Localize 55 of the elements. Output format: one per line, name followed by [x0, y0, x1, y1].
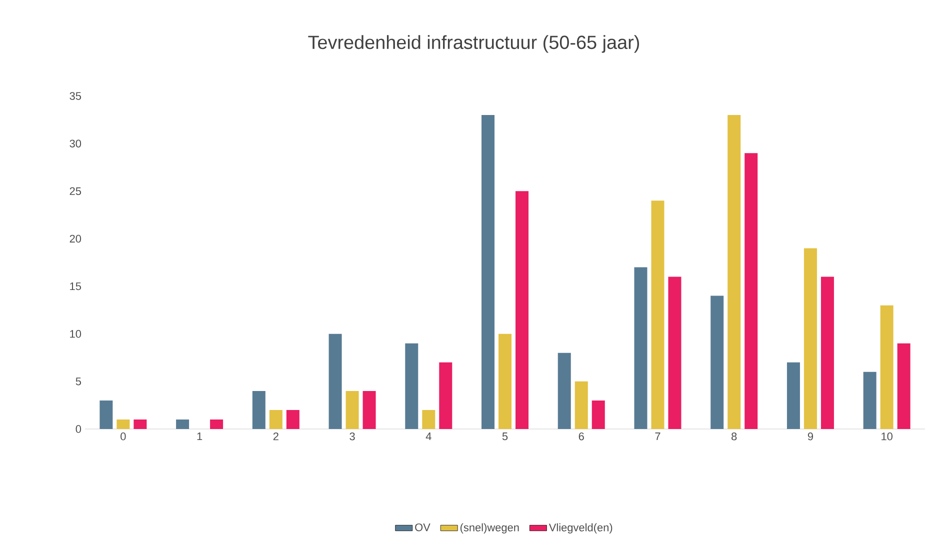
x-tick-label: 2 [273, 432, 278, 440]
bar [269, 410, 282, 429]
bar [863, 372, 876, 429]
x-tick-label: 5 [502, 432, 508, 440]
bar [634, 267, 648, 429]
y-tick-label: 10 [70, 330, 82, 338]
y-tick-label: 35 [70, 92, 82, 100]
x-tick-label: 1 [197, 432, 202, 440]
x-tick-label: 8 [732, 432, 737, 440]
x-tick-label: 9 [808, 432, 813, 440]
bar [100, 400, 113, 429]
bar [346, 390, 359, 429]
bar [651, 200, 664, 429]
x-tick-label: 0 [120, 432, 126, 440]
bar [592, 400, 605, 429]
y-tick-label: 25 [70, 187, 82, 196]
x-tick-label: 4 [426, 432, 432, 440]
y-tick-label: 5 [76, 378, 82, 386]
bar [498, 334, 512, 429]
bar [439, 362, 452, 429]
legend-label: (snel)wegen [460, 523, 519, 534]
bar [116, 419, 130, 429]
bar [516, 191, 529, 429]
bar [728, 115, 741, 429]
bar [820, 276, 834, 429]
bar [786, 362, 800, 429]
bar [252, 390, 266, 429]
bar [558, 352, 571, 429]
legend-label: Vliegveld(en) [548, 523, 612, 534]
x-tick-label: 10 [882, 432, 892, 440]
legend-label: OV [415, 523, 430, 532]
bar [328, 334, 342, 429]
bar [210, 419, 224, 429]
bar [482, 115, 495, 429]
y-tick-label: 20 [70, 234, 82, 243]
x-tick-label: 7 [655, 432, 660, 440]
bar [362, 390, 376, 429]
y-tick-label: 0 [76, 425, 82, 433]
bar [804, 248, 817, 429]
bar [574, 381, 588, 429]
x-tick-label: 3 [350, 432, 355, 440]
bar [880, 305, 894, 429]
x-tick-label: 6 [578, 432, 584, 440]
bar [744, 153, 758, 429]
bar [286, 410, 300, 429]
bar [134, 419, 147, 429]
y-tick-label: 30 [70, 140, 82, 148]
y-tick-label: 15 [70, 282, 82, 290]
bar [668, 276, 682, 429]
bar [897, 343, 910, 429]
bar [422, 410, 436, 429]
bar [710, 296, 724, 429]
bar [405, 343, 418, 429]
chart-title: Tevredenheid infrastructuur (50-65 jaar) [308, 35, 639, 53]
bar [176, 419, 190, 429]
